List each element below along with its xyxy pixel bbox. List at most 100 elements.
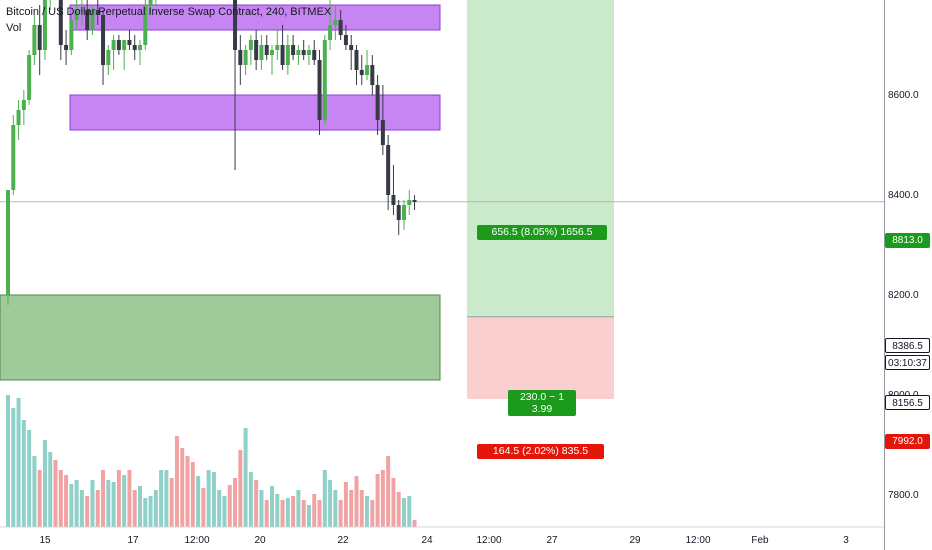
volume-bar: [32, 456, 37, 527]
candle-body: [386, 145, 391, 195]
volume-bar: [6, 395, 10, 527]
candle-body: [317, 60, 322, 120]
price-tick-label: 7800.0: [888, 490, 919, 501]
volume-bar: [285, 498, 290, 527]
volume-bar: [270, 486, 274, 527]
candle-body: [148, 0, 153, 5]
volume-bar: [42, 440, 47, 527]
candle-body: [338, 20, 343, 35]
position-tool[interactable]: [467, 0, 614, 399]
candle-body: [301, 50, 306, 55]
candle-body: [312, 50, 317, 60]
volume-bar: [359, 490, 364, 527]
candle-body: [407, 200, 412, 205]
time-axis[interactable]: 15 17 12:00 20 22 24 12:00 27 29 12:00 Feb 3: [0, 526, 884, 546]
volume-bar: [74, 480, 79, 527]
zones: [0, 4, 441, 381]
volume-bar: [238, 450, 243, 527]
time-tick-label: 20: [254, 535, 266, 546]
candle-body: [285, 45, 290, 65]
volume-bar: [69, 484, 74, 527]
zone-upper-resistance: [69, 4, 441, 31]
volume-bar: [354, 476, 359, 527]
candle-body: [90, 10, 95, 30]
candle-body: [6, 190, 10, 295]
candle-body: [322, 40, 327, 120]
candle-body: [280, 45, 285, 65]
volume-bar: [243, 428, 248, 527]
risk-reward-line1: 230.0 ~ 1: [519, 391, 565, 403]
volume-bar: [85, 496, 90, 527]
time-tick-label: 24: [421, 535, 433, 546]
time-tick-label: 12:00: [685, 535, 710, 546]
volume-bar: [333, 490, 338, 527]
price-tick-label: 8200.0: [888, 290, 919, 301]
time-tick-label: 17: [127, 535, 139, 546]
volume-bar: [296, 490, 301, 527]
volume-bar: [264, 500, 269, 527]
candle-body: [375, 85, 380, 120]
volume-bar: [122, 475, 127, 527]
volume-bar: [370, 500, 375, 527]
volume-bar: [90, 480, 95, 527]
volume-bar: [349, 490, 354, 527]
volume-bar: [280, 500, 285, 527]
volume-bar: [206, 470, 211, 527]
volume-bar: [37, 470, 42, 527]
volume-indicator-label[interactable]: Vol: [6, 22, 22, 34]
risk-reward-label: 230.0 ~ 1 3.99: [508, 390, 576, 416]
candle-body: [349, 45, 354, 50]
candles: [6, 0, 417, 305]
volume-bar: [375, 474, 380, 527]
candle-body: [333, 20, 338, 25]
volume-bar: [143, 498, 148, 527]
candle-body: [106, 50, 111, 65]
candle-body: [365, 65, 370, 75]
candle-body: [343, 35, 348, 45]
candle-body: [32, 25, 37, 55]
candle-body: [391, 195, 396, 205]
volume-bar: [111, 482, 116, 527]
zone-demand-zone: [0, 294, 441, 381]
candle-body: [238, 50, 243, 65]
volume-bar: [190, 462, 195, 527]
volume-bar: [27, 430, 32, 527]
volume-bar: [227, 485, 232, 527]
volume-bar: [217, 490, 222, 527]
volume-bar: [407, 496, 412, 527]
profit-label: 656.5 (8.05%) 1656.5: [477, 225, 607, 240]
price-axis[interactable]: [884, 0, 932, 550]
volume-bar: [127, 470, 132, 527]
volume-bar: [222, 496, 227, 527]
candle-body: [127, 40, 132, 45]
volume-bar: [106, 480, 111, 527]
candle-body: [116, 40, 121, 50]
volume-bar: [101, 470, 106, 527]
candle-body: [11, 125, 16, 190]
volume-bar: [21, 420, 26, 527]
time-tick-label: Feb: [751, 535, 769, 546]
candle-body: [42, 0, 47, 50]
volume-bar: [48, 452, 53, 527]
time-tick-label: 12:00: [476, 535, 501, 546]
volume-bar: [211, 472, 216, 527]
volume-bar: [343, 482, 348, 527]
candle-body: [259, 45, 264, 60]
candle-body: [328, 25, 333, 40]
volume-bar: [58, 470, 63, 527]
volume-bar: [132, 490, 137, 527]
volume-bar: [180, 448, 185, 527]
volume-bar: [159, 470, 164, 527]
candle-body: [143, 5, 148, 45]
candle-body: [74, 10, 79, 20]
candle-body: [138, 45, 142, 50]
stop-price-tag: 7992.0: [885, 434, 930, 449]
time-tick-label: 12:00: [184, 535, 209, 546]
candle-body: [296, 50, 301, 55]
volume-bar: [174, 436, 179, 527]
candle-body: [370, 65, 375, 85]
volume-bar: [380, 470, 385, 527]
candle-body: [85, 10, 90, 30]
price-tick-label: 8800.0: [888, 0, 919, 1]
